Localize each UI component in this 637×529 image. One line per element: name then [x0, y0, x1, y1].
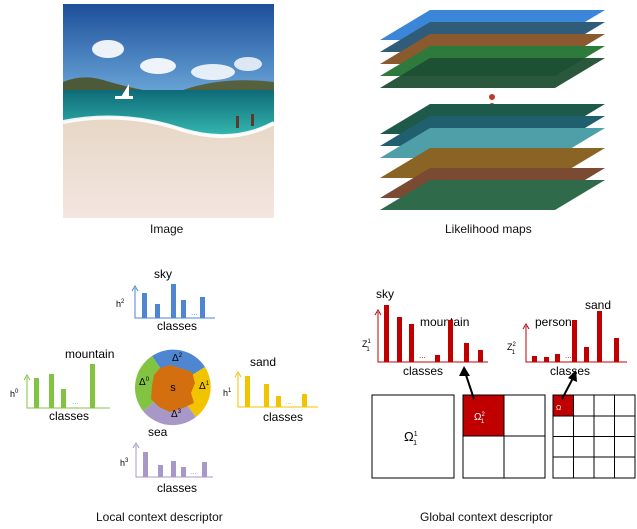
sky-classes-label: classes — [157, 319, 197, 333]
highlight-cell — [553, 395, 574, 416]
wheel-sector-sand — [173, 367, 211, 417]
arrow-to-histogram-1 — [464, 371, 475, 400]
grid-level-2: Ω2 1 — [462, 394, 546, 479]
mountain-bar — [49, 374, 54, 408]
sky-bar — [155, 304, 160, 318]
mountain-axis-label: h0 — [10, 389, 19, 399]
sea-bar — [171, 461, 176, 477]
global-classes-label-1: classes — [403, 364, 443, 378]
omega-small-label: Ω2 1 — [474, 412, 485, 425]
local-sky-label: sky — [154, 267, 172, 281]
delta-label: Δ3 — [171, 409, 182, 420]
global-axis-label-1: Z1 1 — [362, 339, 372, 353]
mountain-dots: ... — [72, 397, 79, 406]
global-dots: ... — [419, 351, 426, 360]
global-bar — [544, 357, 549, 362]
global-histogram-1: Z1 1 ... classes — [362, 305, 488, 378]
global-bar — [532, 356, 537, 362]
omega-tiny-label: Ω — [556, 405, 561, 412]
sea-bar — [143, 452, 148, 477]
highlight-cell — [463, 395, 504, 436]
sand-bar — [302, 394, 307, 407]
local-context-panel: sky h2 ... classes mountain h0 ... class… — [10, 267, 318, 495]
omega-label: Ω1 1 — [404, 429, 418, 447]
sea-bar — [158, 465, 163, 477]
sea-axis-label: h3 — [120, 458, 129, 468]
global-person-label: person — [535, 315, 572, 329]
global-context-panel: sky mountain Z1 1 ... classes person sand… — [362, 287, 636, 479]
global-sand-label: sand — [585, 298, 611, 312]
mountain-classes-label: classes — [49, 409, 89, 423]
local-mountain-label: mountain — [65, 347, 114, 361]
sand-axis-label: h1 — [223, 388, 232, 398]
caption-global: Global context descriptor — [420, 510, 553, 524]
sea-bar — [202, 462, 207, 477]
sky-bar — [200, 297, 205, 318]
sky-histogram: h2 ... classes — [116, 284, 215, 333]
grid-level-1 — [371, 394, 455, 479]
global-sky-label: sky — [376, 287, 394, 301]
sea-histogram: h3 ... classes — [120, 442, 213, 495]
sky-axis-label: h2 — [116, 299, 125, 309]
caption-likelihood: Likelihood maps — [445, 222, 532, 236]
likelihood-maps — [380, 10, 605, 210]
mountain-histogram: h0 ... classes — [10, 364, 110, 423]
global-bar — [584, 347, 589, 362]
sand-histogram: h1 ... classes — [223, 371, 318, 424]
global-bar — [572, 320, 577, 362]
global-histogram-2: Z2 1 ... classes — [507, 311, 627, 378]
sky-bar — [171, 284, 176, 318]
beach-image — [63, 4, 274, 218]
global-axis-label-2: Z2 1 — [507, 342, 517, 356]
global-mountain-label: mountain — [420, 315, 469, 329]
global-bar — [397, 317, 402, 362]
mountain-bar — [61, 389, 66, 408]
arrow-to-histogram-2 — [561, 377, 574, 400]
delta-label: Δ2 — [172, 353, 183, 364]
global-bar — [478, 350, 483, 362]
global-bar — [409, 324, 414, 362]
mountain-bar — [90, 364, 95, 408]
caption-local: Local context descriptor — [96, 510, 223, 524]
arrow-head — [459, 366, 470, 376]
sea-dots: ... — [190, 467, 197, 476]
global-classes-label-2: classes — [550, 364, 590, 378]
delta-label: Δ0 — [139, 377, 150, 388]
map-layer — [380, 10, 605, 88]
delta-label: Δ1 — [199, 381, 210, 392]
global-bar — [614, 338, 619, 362]
local-sea-label: sea — [148, 425, 168, 439]
global-bar — [384, 305, 389, 362]
sand-bar — [245, 376, 250, 407]
sky-bar — [181, 300, 186, 318]
sea-classes-label: classes — [157, 481, 197, 495]
sea-bar — [181, 467, 186, 477]
global-bar — [435, 355, 440, 362]
sand-bar — [264, 384, 269, 407]
grid-level-3: Ω — [552, 394, 636, 479]
global-dots: ... — [565, 351, 572, 360]
ellipsis-dot — [489, 94, 495, 100]
global-bar — [464, 343, 469, 362]
center-label: s — [170, 382, 176, 394]
sky-dots: ... — [191, 308, 198, 317]
local-sand-label: sand — [250, 355, 276, 369]
sand-dots: ... — [285, 397, 292, 406]
global-bar — [555, 354, 560, 362]
global-bar — [597, 311, 602, 362]
map-layer — [380, 104, 605, 210]
context-wheel: s Δ2 Δ0 Δ1 Δ3 — [134, 349, 211, 426]
sand-classes-label: classes — [263, 410, 303, 424]
sky-bar — [142, 293, 147, 318]
mountain-bar — [34, 378, 39, 408]
wheel-center-region — [151, 365, 195, 412]
caption-image: Image — [150, 222, 184, 236]
arrow-head — [568, 370, 577, 382]
global-bar — [448, 320, 453, 362]
sand-bar — [276, 396, 281, 407]
